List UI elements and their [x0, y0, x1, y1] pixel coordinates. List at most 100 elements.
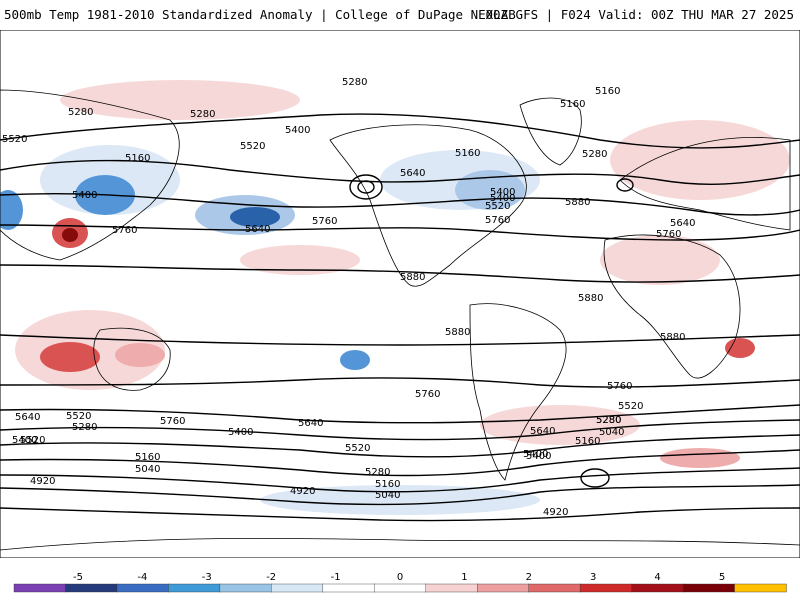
header-bar: 500mb Temp 1981-2010 Standardized Anomal… — [0, 0, 800, 30]
contour-label: 5160 — [125, 153, 150, 164]
anomaly-warm-patch — [115, 343, 165, 367]
contour-label: 5400 — [228, 427, 253, 438]
contour-line — [0, 449, 800, 477]
colorbar-segment — [374, 583, 427, 593]
contour-label: 5280 — [342, 77, 367, 88]
colorbar-tick-label: -2 — [266, 572, 276, 583]
contour-label: 5760 — [607, 381, 632, 392]
colorbar-segment — [65, 583, 118, 593]
contour-line — [0, 377, 800, 388]
colorbar-segment — [116, 583, 170, 593]
anomaly-warm-patch — [240, 245, 360, 275]
contour-line — [0, 467, 800, 493]
contour-label: 4920 — [543, 507, 568, 518]
contour-label: 5160 — [560, 99, 585, 110]
contour-label: 5280 — [582, 149, 607, 160]
colorbar-segment — [682, 583, 736, 593]
contour-label: 5280 — [596, 415, 621, 426]
contour-label: 5160 — [455, 148, 480, 159]
contour-label: 5520 — [2, 134, 27, 145]
contour-line — [0, 264, 800, 283]
colorbar-tick-label: -4 — [137, 572, 147, 583]
contour-label: 5280 — [190, 109, 215, 120]
contour-label: 5760 — [485, 215, 510, 226]
contour-label: 5280 — [365, 467, 390, 478]
colorbar-segment — [219, 583, 273, 593]
contour-label: 5520 — [618, 401, 643, 412]
colorbar-ticks: -5 -4 -3 -2 -1 0 1 2 3 4 5 — [73, 572, 725, 583]
contour-label: 5520 — [485, 201, 510, 212]
colorbar-segment — [734, 583, 787, 593]
colorbar-tick-label: -5 — [73, 572, 83, 583]
contour-label: 5400 — [490, 187, 515, 198]
contour-label: 5400 — [526, 451, 551, 462]
contour-label: 5640 — [245, 224, 270, 235]
height-contours — [0, 113, 800, 522]
anomaly-warm-patch — [480, 405, 640, 445]
contour-label: 5640 — [400, 168, 425, 179]
contour-label: 5160 — [575, 436, 600, 447]
colorbar: -5 -4 -3 -2 -1 0 1 2 3 4 5 — [0, 560, 800, 600]
contour-label: 5880 — [445, 327, 470, 338]
contour-label: 5880 — [660, 332, 685, 343]
contour-line — [0, 192, 800, 216]
coastline-australia — [93, 327, 171, 391]
contour-label: 5400 — [285, 125, 310, 136]
map-canvas: 5280 5160 5160 5280 5280 5520 5160 5400 … — [0, 30, 800, 558]
contour-line — [0, 419, 800, 441]
colorbar-segment — [631, 583, 684, 593]
anomaly-warm-patch — [600, 235, 720, 285]
colorbar-segment — [477, 583, 530, 593]
colorbar-segment — [425, 583, 478, 593]
coastline-south-america — [469, 303, 567, 481]
anomaly-cool-patch — [260, 485, 540, 515]
contour-label: 5040 — [135, 464, 160, 475]
colorbar-segment — [271, 583, 324, 593]
colorbar-tick-label: 0 — [397, 572, 403, 583]
contour-label: 5400 — [72, 190, 97, 201]
contour-label: 4920 — [290, 486, 315, 497]
colorbar-tick-label: 2 — [526, 572, 532, 583]
contour-label: 5640 — [15, 412, 40, 423]
colorbar-segment — [168, 583, 221, 593]
colorbar-tick-label: -1 — [331, 572, 341, 583]
contour-closed-low — [349, 174, 383, 200]
colorbar-segment — [13, 583, 67, 593]
contour-label: 5760 — [312, 216, 337, 227]
contour-label: 5040 — [599, 427, 624, 438]
contour-labels: 5280 5160 5160 5280 5280 5520 5160 5400 … — [2, 77, 695, 518]
anomaly-cool-patch — [0, 190, 23, 230]
colorbar-segment — [322, 583, 375, 593]
contour-label: 5640 — [298, 418, 323, 429]
contour-line — [0, 224, 800, 241]
contour-line — [0, 334, 800, 346]
colorbar-canvas: -5 -4 -3 -2 -1 0 1 2 3 4 5 — [13, 572, 787, 593]
anomaly-warm-patch — [40, 342, 100, 372]
anomaly-cool-patch — [340, 350, 370, 370]
contour-label: 5640 — [530, 426, 555, 437]
contour-label: 5160 — [135, 452, 160, 463]
contour-label: 5280 — [68, 107, 93, 118]
colorbar-segments — [13, 583, 787, 593]
colorbar-segment — [528, 583, 581, 593]
anomaly-warm-patch — [60, 80, 300, 120]
anomaly-warm-patch — [660, 448, 740, 468]
colorbar-tick-label: 5 — [719, 572, 725, 583]
contour-closed-low — [580, 468, 610, 488]
coastline-greenland — [519, 97, 582, 166]
contour-label: 5160 — [375, 479, 400, 490]
contour-label: 5520 — [345, 443, 370, 454]
model-run-info: 00Z GFS | F024 Valid: 00Z THU MAR 27 202… — [485, 7, 794, 22]
contour-label: 5040 — [375, 490, 400, 501]
colorbar-tick-label: 3 — [590, 572, 596, 583]
contour-line — [0, 434, 800, 458]
contour-label: 5760 — [415, 389, 440, 400]
coastline-africa — [603, 234, 741, 379]
map-panel[interactable]: 5280 5160 5160 5280 5280 5520 5160 5400 … — [0, 30, 800, 558]
anomaly-cool-patch — [230, 207, 280, 227]
contour-label: 5400 — [490, 193, 515, 204]
anomaly-warm-patch — [62, 228, 78, 242]
contour-line — [0, 113, 800, 149]
contour-label: 5520 — [66, 411, 91, 422]
contour-label: 5640 — [670, 218, 695, 229]
